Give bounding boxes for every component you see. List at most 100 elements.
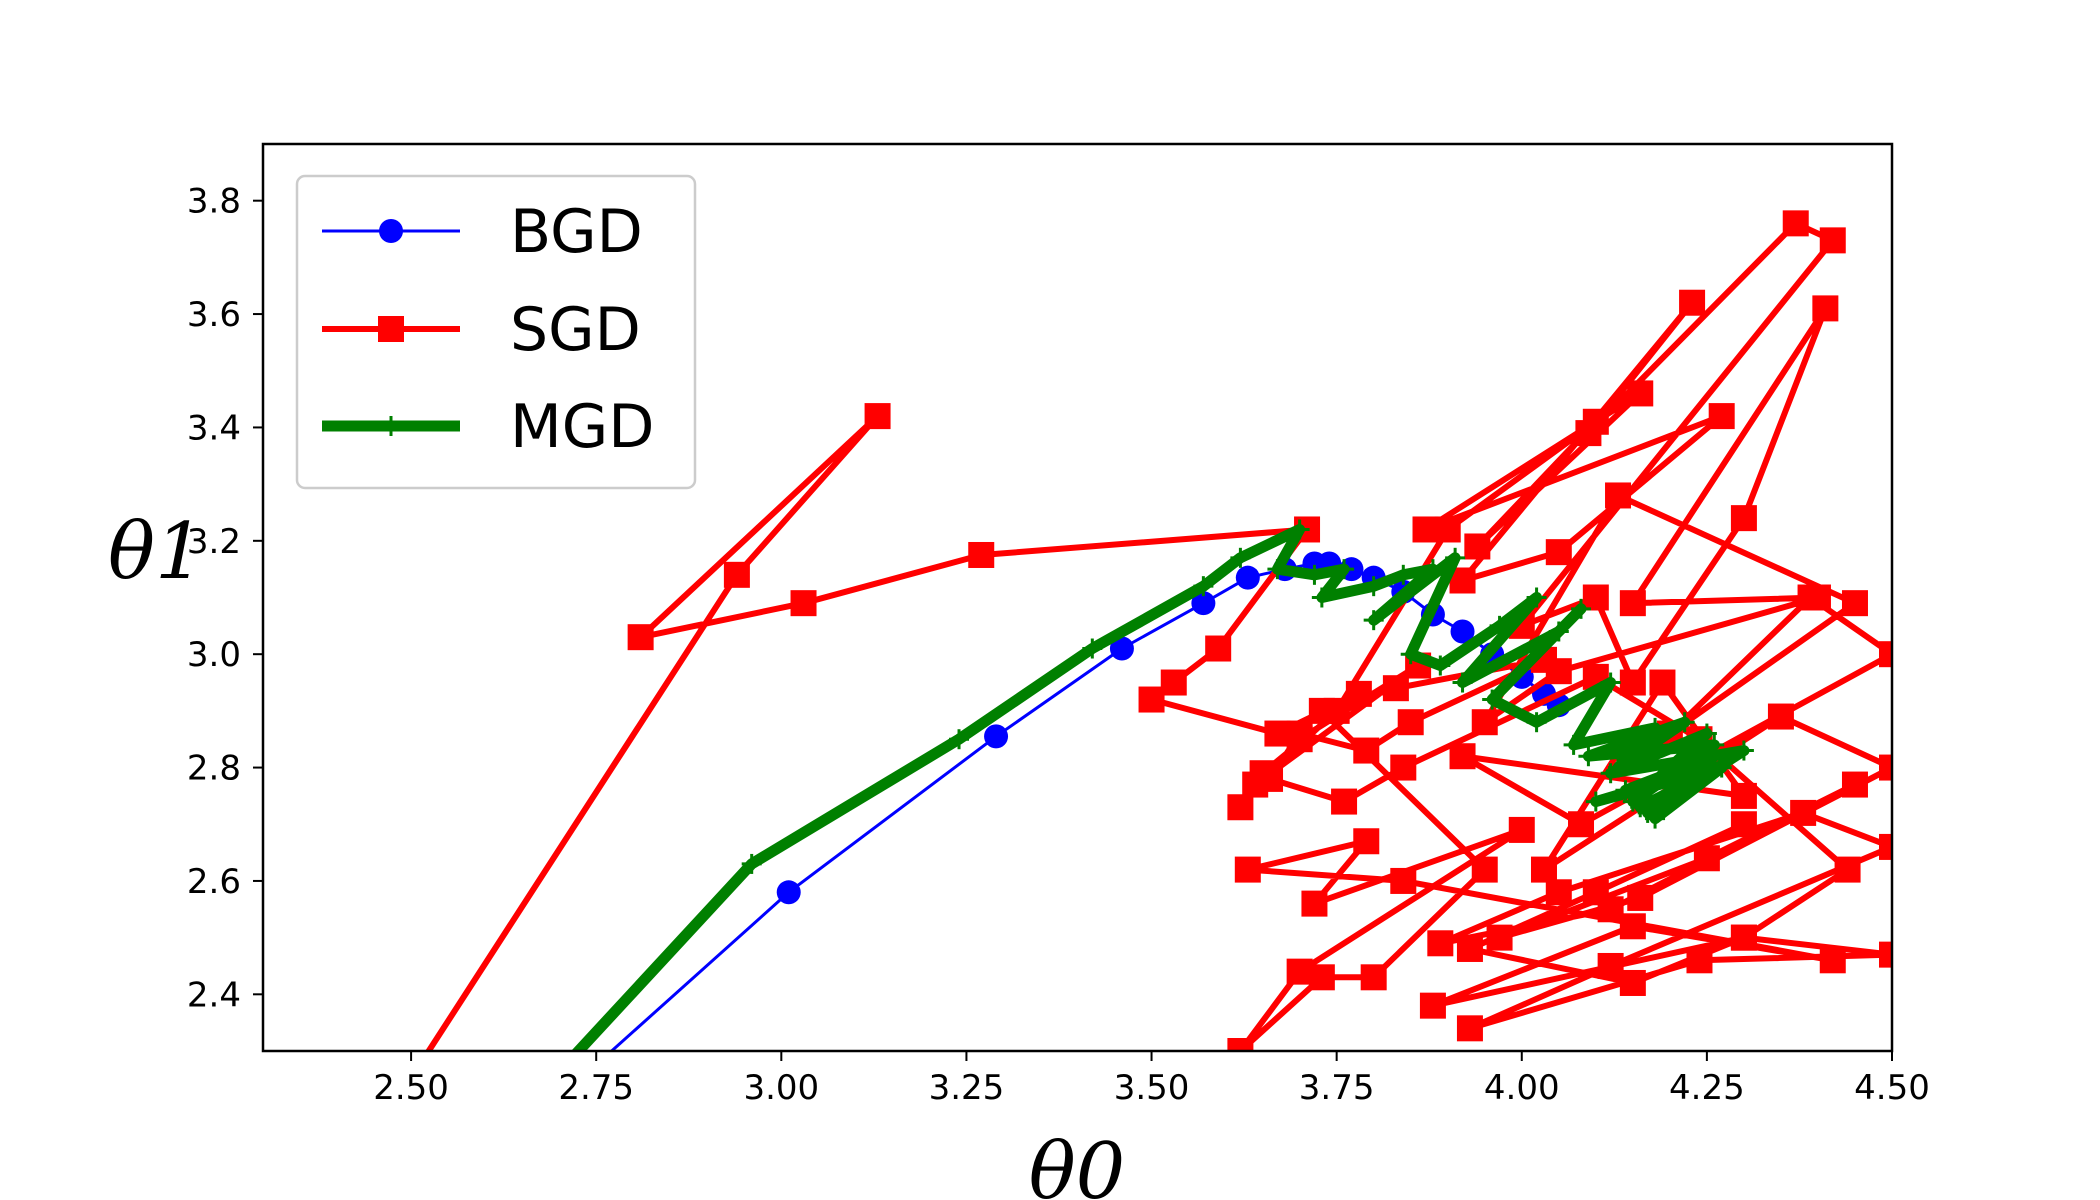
point-sgd (1360, 964, 1387, 991)
point-mgd (1082, 638, 1103, 659)
point-sgd (1286, 958, 1313, 985)
point-sgd (1545, 539, 1572, 566)
point-sgd (1545, 879, 1572, 906)
point-bgd (984, 724, 1009, 749)
point-sgd (1464, 533, 1491, 560)
point-sgd (1419, 992, 1446, 1019)
point-mgd (1422, 559, 1443, 580)
point-bgd (1235, 565, 1260, 590)
point-mgd (1578, 746, 1599, 767)
point-sgd (1456, 935, 1483, 962)
point-sgd (1627, 884, 1654, 911)
point-mgd (1733, 740, 1754, 761)
point-sgd (1708, 403, 1735, 430)
legend-sgd-label: SGD (510, 295, 641, 365)
y-tick-label: 3.6 (187, 295, 241, 335)
point-mgd (1334, 559, 1355, 580)
point-sgd (1264, 720, 1291, 747)
point-mgd (1526, 587, 1547, 608)
point-sgd (1686, 947, 1713, 974)
y-tick-label: 3.2 (187, 522, 241, 562)
point-sgd (1627, 380, 1654, 407)
point-mgd (1563, 734, 1584, 755)
y-tick-label: 3.0 (187, 635, 241, 675)
point-sgd (1819, 947, 1846, 974)
legend-mgd-label: MGD (510, 392, 654, 462)
point-sgd (1345, 680, 1372, 707)
x-tick-label: 3.75 (1299, 1068, 1375, 1108)
point-sgd (1308, 964, 1335, 991)
point-mgd (1548, 621, 1569, 642)
point-sgd (1331, 788, 1358, 815)
point-sgd (1227, 794, 1254, 821)
point-bgd (1191, 591, 1216, 616)
point-sgd (1390, 754, 1417, 781)
point-mgd (1645, 808, 1666, 829)
point-sgd (1397, 709, 1424, 736)
point-bgd (1109, 636, 1134, 661)
series-mgd (490, 519, 1754, 1146)
legend-entry-bgd: BGD (322, 197, 643, 267)
point-sgd (723, 561, 750, 588)
point-sgd (1679, 289, 1706, 316)
y-tick-label: 2.8 (187, 749, 241, 789)
point-sgd (864, 403, 891, 430)
point-sgd (1693, 845, 1720, 872)
point-sgd (1619, 913, 1646, 940)
point-sgd (1582, 584, 1609, 611)
x-axis-ticks: 2.50 2.75 3.00 3.25 3.50 3.75 4.00 4.25 4.50 (373, 1051, 1930, 1108)
point-sgd (324, 1180, 350, 1200)
point-sgd (1597, 952, 1624, 979)
point-sgd (1471, 856, 1498, 883)
point-mgd (1230, 547, 1251, 568)
point-mgd (1193, 576, 1214, 597)
point-sgd (1879, 833, 1892, 860)
point-mgd (949, 729, 970, 750)
y-tick-label: 2.4 (187, 975, 241, 1015)
legend-bgd-label: BGD (510, 197, 643, 267)
point-sgd (1568, 811, 1595, 838)
point-mgd (1363, 610, 1384, 631)
point-sgd (1879, 754, 1892, 781)
point-sgd (1730, 811, 1757, 838)
point-sgd (1730, 782, 1757, 809)
legend-bgd-marker (379, 219, 403, 243)
point-sgd (1582, 879, 1609, 906)
point-mgd (741, 853, 762, 874)
point-mgd (1304, 564, 1325, 585)
point-mgd (1674, 712, 1695, 733)
point-sgd (627, 624, 654, 651)
legend-sgd-marker (378, 316, 404, 342)
point-sgd (1649, 669, 1676, 696)
point-mgd (1267, 559, 1288, 580)
point-mgd (1289, 519, 1310, 540)
point-sgd (1353, 737, 1380, 764)
point-mgd (1482, 689, 1503, 710)
point-sgd (1879, 941, 1892, 968)
x-tick-label: 2.75 (558, 1068, 634, 1108)
point-mgd (1393, 564, 1414, 585)
point-sgd (1730, 505, 1757, 532)
point-sgd (1227, 1038, 1254, 1051)
point-mgd (1704, 746, 1725, 767)
point-mgd (1645, 717, 1666, 738)
point-sgd (1205, 635, 1232, 662)
y-axis-label: θ1 (108, 507, 205, 597)
point-mgd (1585, 791, 1606, 812)
point-sgd (1841, 590, 1868, 617)
point-sgd (1486, 924, 1513, 951)
point-mgd (1445, 547, 1466, 568)
point-sgd (968, 541, 995, 568)
point-bgd (1450, 619, 1475, 644)
series-line-mgd (571, 524, 1750, 1051)
y-tick-label: 2.6 (187, 862, 241, 902)
point-sgd (1819, 227, 1846, 254)
point-sgd (1308, 697, 1335, 724)
point-sgd (790, 590, 817, 617)
legend: BGD SGD MGD (295, 174, 697, 490)
point-mgd (1489, 615, 1510, 636)
point-sgd (1619, 969, 1646, 996)
point-mgd (1430, 655, 1451, 676)
point-mgd (490, 1126, 510, 1146)
